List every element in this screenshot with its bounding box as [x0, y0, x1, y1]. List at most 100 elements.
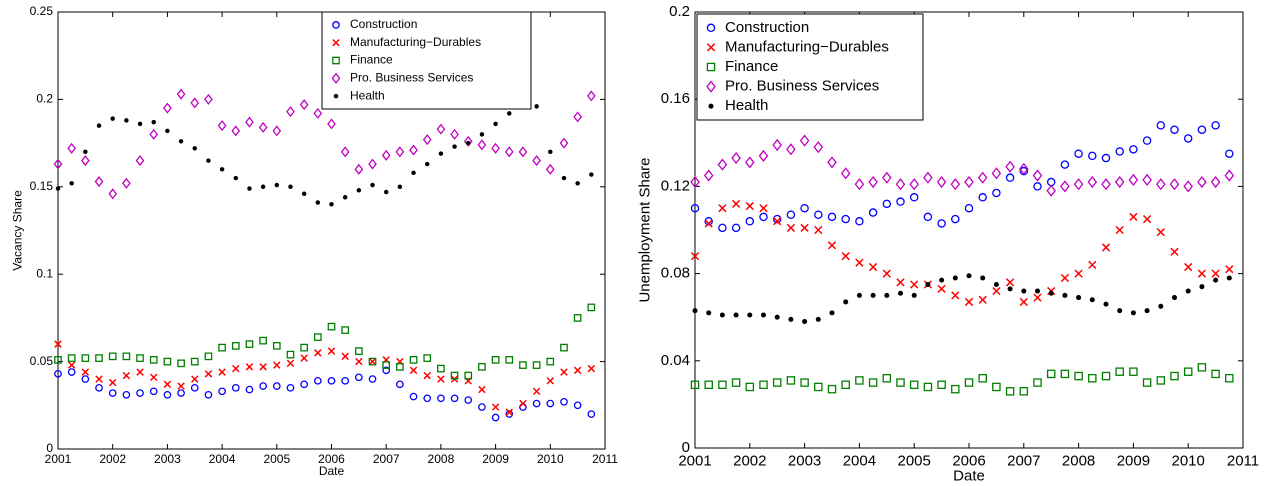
- marker: [491, 403, 500, 411]
- x-tick-label: 2004: [209, 452, 236, 466]
- marker: [1021, 288, 1027, 294]
- marker: [1033, 293, 1042, 302]
- marker: [299, 99, 309, 111]
- x-tick-label: 2011: [1227, 452, 1259, 469]
- marker: [122, 352, 131, 361]
- marker: [1076, 295, 1082, 301]
- marker: [813, 141, 824, 154]
- marker: [217, 120, 227, 132]
- marker: [518, 146, 528, 158]
- marker: [910, 280, 919, 289]
- x-tick-label: 2001: [45, 452, 72, 466]
- marker: [786, 223, 796, 232]
- marker: [829, 310, 835, 316]
- legend-label: Manufacturing−Durables: [350, 35, 481, 49]
- marker: [827, 156, 837, 169]
- marker: [993, 281, 999, 288]
- marker: [313, 376, 322, 385]
- y-tick-label: 0: [46, 441, 53, 455]
- marker: [745, 156, 755, 169]
- marker: [952, 275, 958, 281]
- marker: [843, 299, 849, 305]
- marker: [532, 155, 541, 167]
- marker: [559, 137, 569, 149]
- marker: [204, 352, 213, 361]
- marker: [911, 292, 917, 298]
- x-tick-label: 2001: [678, 452, 711, 469]
- marker: [67, 354, 76, 362]
- marker: [978, 193, 987, 202]
- x-tick-label: 2006: [318, 452, 345, 466]
- x-tick-label: 2006: [952, 452, 985, 469]
- marker: [1089, 297, 1095, 303]
- marker: [177, 359, 185, 368]
- x-tick-label: 2009: [1117, 452, 1150, 469]
- marker: [438, 151, 444, 156]
- marker: [424, 161, 430, 167]
- legend-marker: [708, 103, 714, 109]
- marker: [937, 380, 946, 390]
- marker: [909, 380, 919, 390]
- marker: [978, 295, 987, 304]
- marker: [1048, 290, 1054, 296]
- marker: [54, 369, 62, 378]
- marker: [719, 312, 725, 318]
- marker: [259, 363, 267, 371]
- marker: [586, 90, 596, 102]
- marker: [800, 203, 809, 213]
- marker: [504, 146, 514, 158]
- marker: [1170, 125, 1179, 134]
- marker: [717, 158, 728, 171]
- marker: [477, 139, 487, 151]
- marker: [704, 219, 713, 228]
- marker: [1103, 301, 1109, 307]
- marker: [176, 88, 186, 100]
- marker: [1007, 286, 1013, 292]
- x-tick-label: 2010: [537, 452, 564, 466]
- marker: [992, 382, 1001, 392]
- legend-label: Manufacturing−Durables: [725, 38, 889, 55]
- marker: [409, 392, 418, 401]
- marker: [122, 177, 131, 189]
- marker: [1197, 175, 1207, 189]
- marker: [1142, 173, 1152, 186]
- marker: [992, 188, 1001, 198]
- marker: [1074, 371, 1083, 381]
- marker: [395, 146, 405, 158]
- marker: [272, 125, 282, 137]
- marker: [951, 214, 960, 224]
- legend-marker: [706, 62, 716, 72]
- marker: [463, 135, 473, 147]
- marker: [1005, 387, 1015, 396]
- marker: [870, 292, 876, 298]
- marker: [909, 178, 919, 191]
- marker: [1211, 121, 1220, 130]
- marker: [178, 139, 184, 144]
- legend-marker: [706, 23, 716, 33]
- marker: [827, 212, 837, 222]
- marker: [745, 217, 755, 226]
- marker: [273, 361, 281, 369]
- marker: [136, 354, 144, 362]
- marker: [505, 410, 514, 418]
- marker: [53, 158, 63, 170]
- x-axis-label: Date: [953, 467, 985, 484]
- marker: [1156, 178, 1166, 191]
- marker: [703, 169, 714, 182]
- marker: [491, 142, 500, 154]
- marker: [1199, 284, 1205, 290]
- marker: [163, 380, 172, 389]
- marker: [1074, 269, 1083, 278]
- marker: [466, 140, 471, 146]
- marker: [464, 396, 473, 404]
- marker: [422, 134, 432, 146]
- marker: [548, 149, 553, 155]
- marker: [882, 269, 891, 278]
- marker: [925, 281, 931, 288]
- marker: [718, 223, 727, 233]
- marker: [1185, 288, 1191, 294]
- marker: [896, 197, 905, 206]
- x-tick-label: 2003: [154, 452, 181, 466]
- marker: [108, 188, 118, 200]
- marker: [245, 363, 254, 371]
